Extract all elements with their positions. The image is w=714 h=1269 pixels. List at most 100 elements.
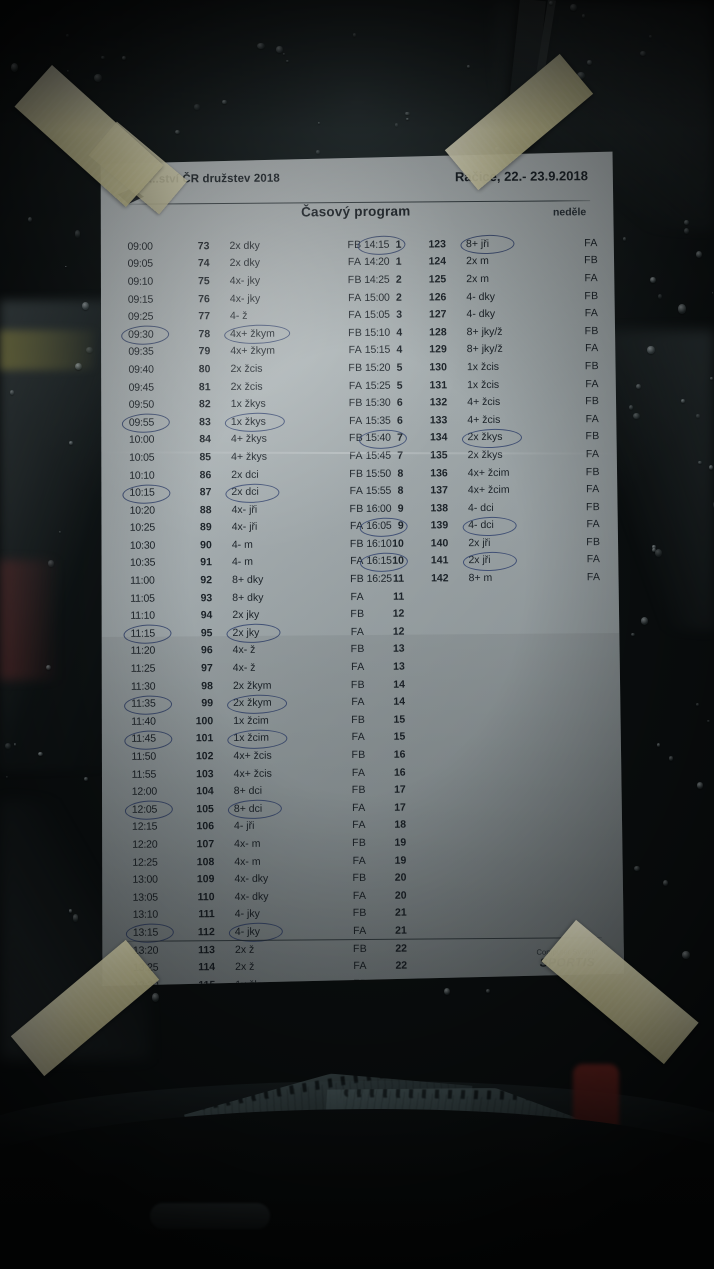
race-number: 85	[199, 451, 212, 464]
race-time: 15:30	[365, 396, 391, 410]
race-time: 11:05	[130, 592, 155, 605]
race-number: 95	[200, 627, 213, 640]
race-time: 09:30	[120, 328, 172, 340]
race-time: 09:45	[128, 381, 154, 394]
race-number: 112	[197, 926, 215, 939]
schedule-row: 10:05 85 4+ žkys FA 7	[121, 447, 358, 466]
boat-class: 1x žkys	[219, 415, 331, 428]
race-phase: FA	[586, 571, 601, 584]
dashboard	[0, 1109, 714, 1269]
boat-class: 2x ž	[235, 960, 255, 974]
race-time: 11:35	[123, 698, 175, 710]
race-number: 133	[429, 414, 448, 427]
race-number: 94	[200, 609, 213, 622]
boat-class: 2x žkym	[232, 679, 272, 692]
race-time: 15:40	[357, 432, 409, 444]
race-number: 91	[200, 556, 213, 569]
schedule-row: 11:45 101 1x žcim FA 15	[123, 729, 360, 748]
boat-class: 2x m	[466, 272, 490, 286]
race-time: 12:25	[132, 856, 158, 869]
race-time: 15:35	[365, 414, 391, 427]
race-time: 11:15	[122, 627, 174, 639]
race-time: 10:25	[129, 521, 156, 535]
race-number: 138	[430, 501, 449, 515]
boat-class: 2x dky	[229, 239, 260, 252]
boat-class: 1x žcis	[467, 378, 500, 391]
boat-class: 1x žcim	[221, 732, 333, 745]
race-time: 14:15	[356, 238, 408, 250]
boat-class: 4x- jři	[231, 503, 258, 516]
race-number: 79	[198, 345, 211, 358]
schedule-row: 11:30 98 2x žkym FB 14	[123, 676, 360, 695]
race-phase: FA	[586, 553, 601, 566]
race-number: 141	[430, 554, 449, 567]
race-number: 127	[428, 308, 447, 321]
boat-class: 2x žcis	[230, 362, 263, 375]
schedule-row: 10:00 84 4+ žkys FB 7	[121, 430, 358, 449]
boat-class: 4- dky	[466, 290, 496, 303]
race-time: 09:55	[121, 416, 173, 428]
schedule-row: 11:15 95 2x jky FA 12	[122, 623, 359, 642]
boat-class: 4x- m	[234, 855, 261, 868]
race-phase: FA	[585, 412, 600, 425]
schedule-row: 11:55 103 4x+ žcis FA 16	[124, 764, 361, 783]
schedule-row: 11:00 92 8+ dky FB 11	[122, 570, 359, 589]
race-time: 09:10	[127, 275, 154, 288]
boat-class: 8+ jři	[454, 237, 566, 250]
boat-class: 4- ž	[229, 310, 248, 323]
race-time: 16:10	[366, 537, 392, 550]
race-time: 10:10	[129, 469, 155, 482]
race-number: 75	[198, 275, 210, 288]
race-time: 09:05	[127, 257, 153, 271]
schedule-row: 11:35 99 2x žkym FA 14	[123, 693, 360, 712]
boat-class: 4x- m	[234, 837, 261, 850]
schedule-row: 10:25 89 4x- jři FA 9	[122, 518, 359, 537]
race-number: 80	[198, 363, 211, 376]
race-number: 111	[198, 908, 215, 921]
race-time: 13:00	[132, 873, 158, 886]
race-time: 15:25	[365, 379, 391, 392]
schedule-row: 09:15 76 4x- jky FA 2	[120, 289, 357, 308]
race-time: 11:30	[130, 680, 156, 693]
schedule-row: 11:20 96 4x- ž FB 13	[123, 641, 360, 660]
boat-class: 8+ dci	[222, 802, 334, 815]
race-number: 89	[199, 521, 212, 534]
race-time: 15:00	[364, 291, 390, 304]
race-number: 74	[197, 257, 210, 270]
poster-subheader: Časový program neděle	[119, 202, 592, 232]
schedule-columns: 09:00 73 2x dky FB 1 09:05 74 2x dky FA 1 09:10 75 4…	[119, 234, 599, 986]
race-number: 130	[429, 361, 447, 374]
boat-class: 2x jři	[456, 554, 568, 567]
boat-class: 2x žkym	[221, 696, 333, 709]
race-number: 137	[430, 484, 448, 497]
boat-class: 4x- ž	[232, 661, 256, 675]
boat-class: 4x+ žkym	[230, 345, 275, 358]
timetable-poster: ...ství ČR družstev 2018 Račice, 22.- 23…	[93, 150, 625, 986]
schedule-row: 12:15 106 4- jři FA 18	[124, 817, 361, 836]
race-time: 12:15	[131, 820, 158, 834]
schedule-row: 12:05 105 8+ dci FA 17	[124, 799, 361, 818]
race-time: 09:50	[128, 398, 155, 411]
race-number: 136	[430, 466, 448, 479]
race-number: 101	[195, 732, 214, 745]
race-number: 131	[429, 378, 448, 391]
race-time: 13:10	[132, 908, 159, 922]
race-number: 96	[200, 644, 213, 657]
race-time: 15:20	[364, 361, 391, 374]
schedule-row: 09:45 81 2x žcis FA 5	[121, 377, 358, 396]
schedule-row: 11:25 97 4x- ž FA 13	[123, 658, 360, 677]
boat-class: 4x+ žcis	[233, 767, 272, 780]
race-phase: FB	[584, 324, 599, 337]
race-number: 98	[201, 679, 213, 692]
race-number: 102	[195, 750, 214, 763]
schedule-row: 09:40 80 2x žcis FB 5	[120, 359, 357, 378]
race-phase: FA	[584, 272, 598, 285]
race-number: 109	[196, 873, 215, 886]
race-number: 105	[196, 802, 214, 816]
schedule-row: 12:25 108 4x- m FA 19	[124, 852, 361, 871]
boat-class: 4x+ žcim	[467, 466, 510, 479]
